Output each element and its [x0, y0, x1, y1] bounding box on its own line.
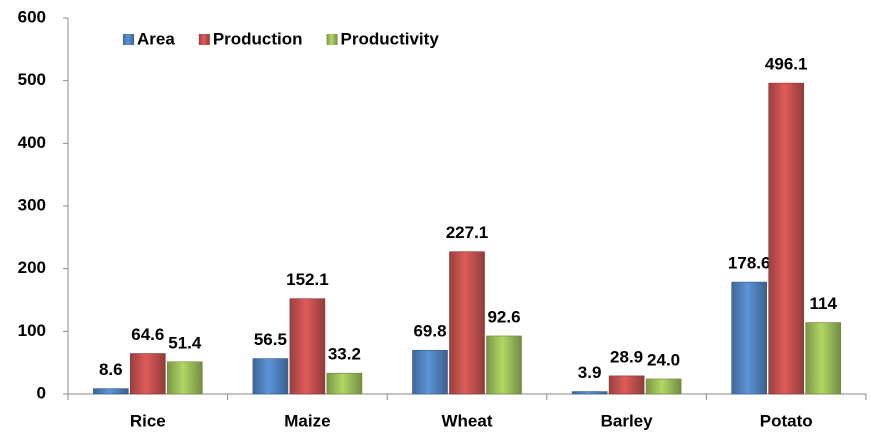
bar [645, 378, 682, 395]
y-tick-label: 600 [18, 7, 46, 26]
legend-swatch [123, 34, 134, 45]
data-label: 114 [809, 294, 837, 313]
bar [486, 335, 522, 395]
bar [805, 322, 842, 395]
bar [768, 82, 805, 395]
x-tick-label: Potato [760, 411, 813, 430]
legend-swatch [326, 34, 338, 45]
legend-label: Production [213, 29, 303, 48]
x-tick-label: Barley [601, 411, 654, 430]
bar [449, 251, 485, 395]
y-tick-label: 200 [18, 258, 46, 277]
data-label: 56.5 [254, 330, 287, 349]
data-label: 8.6 [99, 360, 123, 379]
data-label: 496.1 [765, 55, 808, 74]
bar [571, 391, 608, 395]
x-tick-label: Maize [284, 411, 330, 430]
y-tick-label: 400 [18, 133, 46, 152]
data-label: 64.6 [131, 325, 164, 344]
x-tick-label: Rice [130, 411, 166, 430]
bar [130, 353, 166, 395]
data-label: 24.0 [647, 350, 680, 369]
data-label: 3.9 [578, 363, 602, 382]
bar [289, 298, 326, 395]
bar [731, 281, 768, 395]
bar [412, 349, 448, 395]
data-label: 178.6 [728, 254, 771, 273]
data-label: 92.6 [487, 307, 520, 326]
data-label: 51.4 [168, 333, 202, 352]
bar [252, 358, 289, 395]
bar [608, 375, 645, 395]
y-tick-label: 300 [18, 195, 46, 214]
y-tick-label: 0 [37, 383, 46, 402]
y-tick-label: 500 [18, 70, 46, 89]
data-label: 227.1 [446, 223, 489, 242]
legend-label: Productivity [341, 29, 440, 48]
legend-label: Area [137, 29, 175, 48]
bar [167, 361, 203, 395]
bar [93, 388, 129, 395]
legend-swatch [198, 34, 210, 45]
data-label: 33.2 [328, 345, 361, 364]
data-label: 28.9 [610, 347, 643, 366]
y-tick-label: 100 [18, 321, 46, 340]
x-tick-label: Wheat [442, 411, 493, 430]
data-label: 69.8 [413, 322, 446, 341]
data-label: 152.1 [286, 270, 329, 289]
bar [326, 372, 363, 395]
